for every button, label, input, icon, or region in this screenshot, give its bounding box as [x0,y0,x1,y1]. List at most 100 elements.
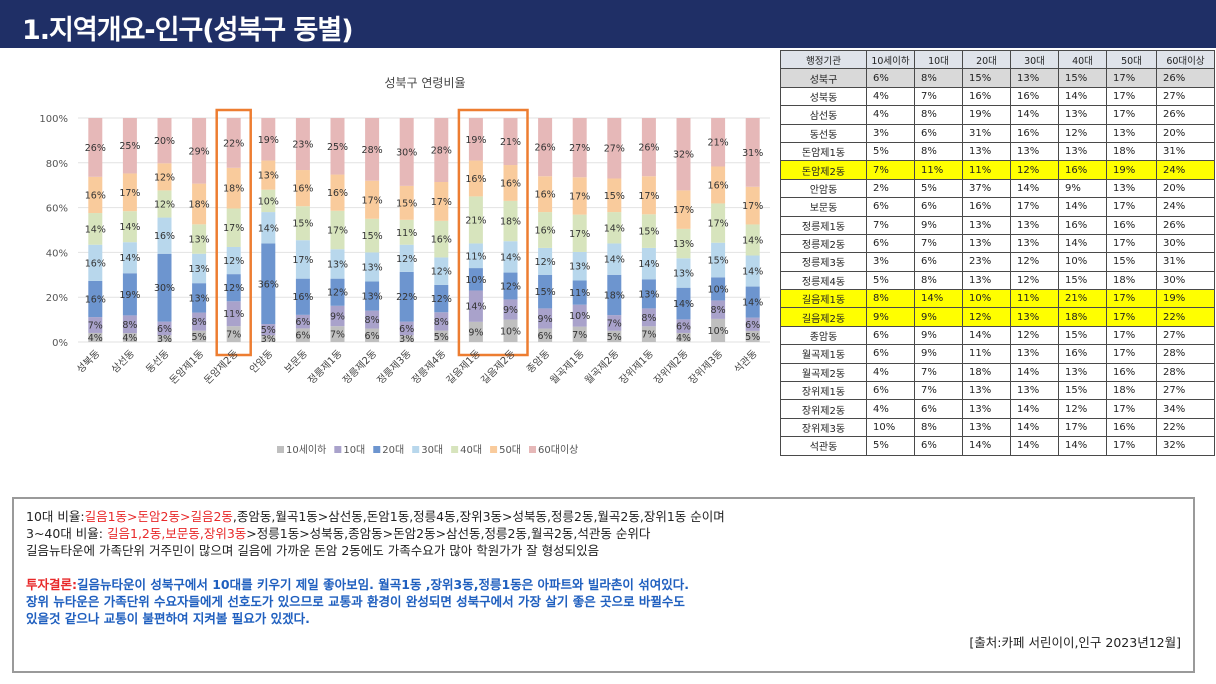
summary-label-teen: 10대 비율: [26,509,85,524]
data-label: 27% [569,143,590,154]
data-label: 26% [638,143,659,154]
data-label: 8% [711,305,726,316]
bar-segment [226,301,241,327]
bar-segment [711,318,726,342]
data-label: 31% [742,148,763,159]
legend-label: 40대 [460,444,482,456]
data-label: 8% [365,315,380,326]
table-cell-value: 6% [914,252,963,272]
data-label: 16% [535,190,556,201]
table-cell-value: 8% [914,270,963,291]
data-label: 18% [500,217,521,228]
chart-bars: 4%7%16%16%14%16%26%4%8%19%14%14%17%25%3%… [85,118,763,345]
table-cell-value: 16% [1106,362,1157,383]
table-cell-value: 4% [866,105,915,125]
summary-label-3040: 3~40대 비율: [26,526,107,541]
data-label: 12% [327,288,348,299]
data-label: 17% [292,255,313,266]
data-label: 16% [465,174,486,185]
table-cell-value: 7% [914,362,963,383]
conclusion-line-3: 있을것 같으나 교통이 불편하여 지켜볼 필요가 있겠다. [26,611,310,626]
bar-segment [676,118,691,191]
table-cell-value: 28% [1156,362,1215,383]
x-tick-label: 삼선동 [109,348,137,376]
bar-segment [295,170,310,207]
data-label: 14% [500,252,521,263]
x-tick-label: 성북동 [74,348,102,376]
data-label: 16% [500,178,521,189]
x-tick-label: 석관동 [732,348,760,376]
data-label: 18% [223,184,244,195]
table-header-row: 행정기관 10세이하 10대 20대 30대 40대 50대 60대이상 [780,49,1215,70]
table-cell-value: 16% [1106,215,1157,235]
table-cell-value: 15% [1058,68,1107,88]
data-label: 17% [673,205,694,216]
data-label: 14% [742,235,763,246]
table-cell-value: 6% [914,399,963,419]
y-tick-label: 60% [46,204,68,215]
data-label: 16% [292,292,313,303]
data-label: 25% [327,142,348,153]
legend-swatch [412,446,420,453]
data-label: 14% [742,298,763,309]
bar-segment [365,218,380,253]
data-label: 4% [122,333,137,344]
table-cell-value: 16% [1010,86,1059,107]
bar-segment [468,321,483,342]
data-label: 29% [189,146,210,157]
bar-segment [157,253,172,322]
bar-segment [365,252,380,282]
table-cell-value: 7% [914,233,963,254]
data-label: 9% [330,311,345,322]
table-row: 성북구 6% 8% 15% 13% 15% 17% 26% [780,68,1215,88]
table-cell-district: 성북구 [780,68,867,88]
data-label: 16% [85,295,106,306]
bar-segment [365,328,380,342]
bar-segment [745,317,760,331]
data-label: 15% [604,191,625,202]
table-cell-value: 14% [1010,399,1059,419]
bar-segment [192,330,207,342]
bar-segment [261,324,276,336]
table-row: 보문동 6% 6% 16% 17% 14% 17% 24% [780,197,1215,217]
bar-segment [434,118,449,182]
data-label: 30% [154,283,175,294]
bar-segment [676,258,691,288]
table-cell-value: 15% [1058,381,1107,401]
data-label: 9% [503,305,518,316]
bar-segment [122,173,137,212]
x-tick-label: 장위제2동 [651,347,691,387]
bar-segment [641,326,656,342]
table-cell-value: 17% [1106,233,1157,254]
bar-segment [607,330,622,342]
bar-segment [676,332,691,342]
table-cell-value: 7% [914,381,963,401]
table-cell-value: 18% [1106,381,1157,401]
bar-segment [399,185,414,220]
data-label: 14% [465,302,486,313]
table-header-cell: 50대 [1106,49,1157,70]
table-cell-value: 4% [866,86,915,107]
table-cell-value: 13% [1058,362,1107,383]
legend-label: 50대 [499,444,521,456]
table-cell-value: 17% [1106,197,1157,217]
table-row: 장위제2동 4% 6% 13% 14% 12% 17% 34% [780,399,1215,419]
table-cell-district: 길음제1동 [780,289,867,309]
table-cell-value: 12% [1010,160,1059,180]
data-label: 14% [119,253,140,264]
table-cell-value: 18% [1106,141,1157,162]
table-cell-value: 6% [866,381,915,401]
table-cell-value: 14% [1058,197,1107,217]
bar-segment [192,224,207,254]
page-title: 1.지역개요-인구(성북구 동별) [0,0,1216,48]
table-cell-district: 장위제2동 [780,399,867,419]
bar-segment [607,315,622,331]
data-label: 7% [88,321,103,332]
table-cell-value: 34% [1156,399,1215,419]
table-cell-value: 13% [962,215,1011,235]
table-row: 동선동 3% 6% 31% 16% 12% 13% 20% [780,123,1215,143]
table-cell-value: 14% [1010,362,1059,383]
bar-segment [330,210,345,250]
data-label: 12% [154,199,175,210]
data-label: 16% [292,184,313,195]
